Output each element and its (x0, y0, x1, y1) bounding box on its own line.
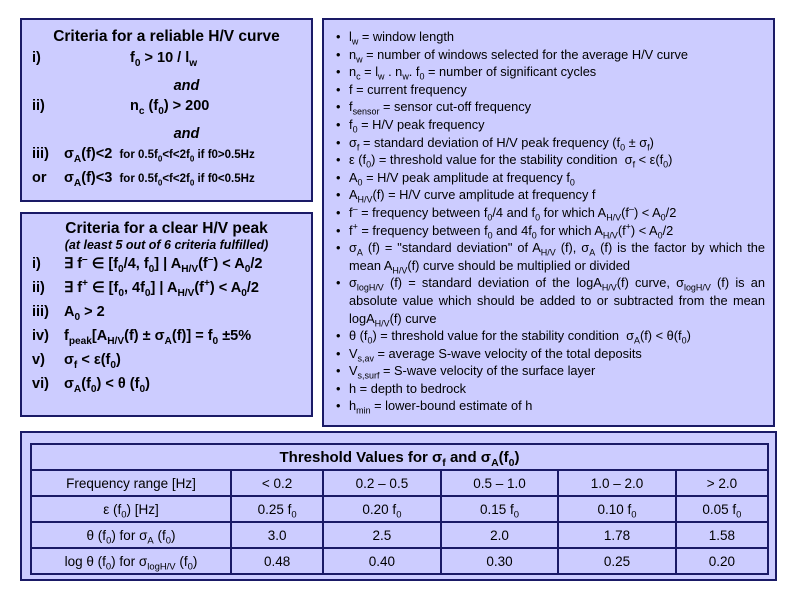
table-cell: 1.58 (674, 521, 770, 549)
table-cell: 2.0 (439, 521, 560, 549)
reliable-criterion-i: i) f0 > 10 / lw (32, 50, 198, 69)
header-cell: > 2.0 (674, 469, 770, 497)
header-cell: Frequency range [Hz] (30, 469, 232, 497)
definition-item: nc = lw . nw. f0 = number of significant… (336, 63, 765, 81)
table-cell: 0.30 (439, 547, 560, 575)
table-cell: 0.20 f0 (322, 495, 442, 523)
row-label: θ (f0) for σA (f0) (30, 521, 232, 549)
header-cell: 1.0 – 2.0 (557, 469, 677, 497)
table-cell: 0.15 f0 (439, 495, 560, 523)
reliable-criteria-panel: Criteria for a reliable H/V curve i) f0 … (20, 18, 313, 202)
definition-item: A0 = H/V peak amplitude at frequency f0 (336, 169, 765, 187)
clear-criterion-v: v) σf < ε(f0) (32, 352, 121, 371)
and-label: and (173, 126, 200, 142)
table-header-row: Frequency range [Hz] < 0.2 0.2 – 0.5 0.5… (30, 469, 770, 497)
table-cell: 3.0 (229, 521, 325, 549)
definition-item: h = depth to bedrock (336, 380, 765, 398)
table-title-row: Threshold Values for σf and σA(f0) (30, 443, 769, 471)
clear-peak-title: Criteria for a clear H/V peak (65, 220, 268, 237)
table-row: log θ (f0) for σlogH/V (f0) 0.48 0.40 0.… (30, 547, 770, 575)
reliable-criterion-iii-alt: or σA(f)<3 for 0.5f0<f<2f0 if f0<0.5Hz (32, 170, 255, 189)
clear-criterion-iii: iii) A0 > 2 (32, 304, 105, 323)
definition-item: Vs,av = average S-wave velocity of the t… (336, 345, 765, 363)
reliable-criterion-ii: ii) nc (f0) > 200 (32, 98, 210, 117)
table-cell: 0.48 (229, 547, 325, 575)
threshold-title: Threshold Values for σf and σA(f0) (30, 443, 769, 471)
clear-peak-subtitle: (at least 5 out of 6 criteria fulfilled) (64, 238, 269, 252)
threshold-panel: Threshold Values for σf and σA(f0) Frequ… (20, 431, 777, 581)
header-cell: 0.5 – 1.0 (439, 469, 560, 497)
table-cell: 2.5 (322, 521, 442, 549)
table-cell: 0.20 (674, 547, 770, 575)
definition-item: hmin = lower-bound estimate of h (336, 397, 765, 415)
reliable-criteria-title: Criteria for a reliable H/V curve (53, 28, 280, 45)
definition-item: f0 = H/V peak frequency (336, 116, 765, 134)
row-label: log θ (f0) for σlogH/V (f0) (30, 547, 232, 575)
definition-item: f– = frequency between f0/4 and f0 for w… (336, 204, 765, 222)
table-cell: 0.10 f0 (557, 495, 677, 523)
definition-item: σA (f) = "standard deviation" of AH/V (f… (336, 239, 765, 275)
clear-criterion-iv: iv) fpeak[AH/V(f) ± σA(f)] = f0 ±5% (32, 328, 252, 347)
reliable-criterion-iii: iii) σA(f)<2 for 0.5f0<f<2f0 if f0>0.5Hz (32, 146, 255, 165)
table-cell: 0.40 (322, 547, 442, 575)
definition-item: ε (f0) = threshold value for the stabili… (336, 151, 765, 169)
header-cell: < 0.2 (229, 469, 325, 497)
definition-item: fsensor = sensor cut-off frequency (336, 98, 765, 116)
definition-item: f+ = frequency between f0 and 4f0 for wh… (336, 222, 765, 240)
clear-criterion-ii: ii) ∃ f+ ∈ [f0, 4f0] | AH/V(f+) < A0/2 (32, 278, 259, 299)
definition-item: f = current frequency (336, 81, 765, 99)
definition-item: AH/V(f) = H/V curve amplitude at frequen… (336, 186, 765, 204)
threshold-table: Threshold Values for σf and σA(f0) Frequ… (30, 443, 770, 575)
header-cell: 0.2 – 0.5 (322, 469, 442, 497)
table-row: θ (f0) for σA (f0) 3.0 2.5 2.0 1.78 1.58 (30, 521, 770, 549)
table-cell: 0.25 (557, 547, 677, 575)
clear-criterion-vi: vi) σA(f0) < θ (f0) (32, 376, 150, 395)
table-row: ε (f0) [Hz] 0.25 f0 0.20 f0 0.15 f0 0.10… (30, 495, 770, 523)
table-cell: 0.05 f0 (674, 495, 770, 523)
and-label: and (173, 78, 200, 94)
table-cell: 1.78 (557, 521, 677, 549)
definitions-panel: lw = window length nw = number of window… (322, 18, 775, 427)
table-cell: 0.25 f0 (229, 495, 325, 523)
definition-item: θ (f0) = threshold value for the stabili… (336, 327, 765, 345)
clear-criterion-i: i) ∃ f– ∈ [f0/4, f0] | AH/V(f–) < A0/2 (32, 254, 263, 275)
definition-item: σlogH/V (f) = standard deviation of the … (336, 274, 765, 327)
clear-peak-panel: Criteria for a clear H/V peak (at least … (20, 212, 313, 417)
definition-item: σf = standard deviation of H/V peak freq… (336, 134, 765, 152)
definition-item: lw = window length (336, 28, 765, 46)
definition-item: Vs,surf = S-wave velocity of the surface… (336, 362, 765, 380)
row-label: ε (f0) [Hz] (30, 495, 232, 523)
definitions-list: lw = window length nw = number of window… (324, 20, 773, 415)
definition-item: nw = number of windows selected for the … (336, 46, 765, 64)
